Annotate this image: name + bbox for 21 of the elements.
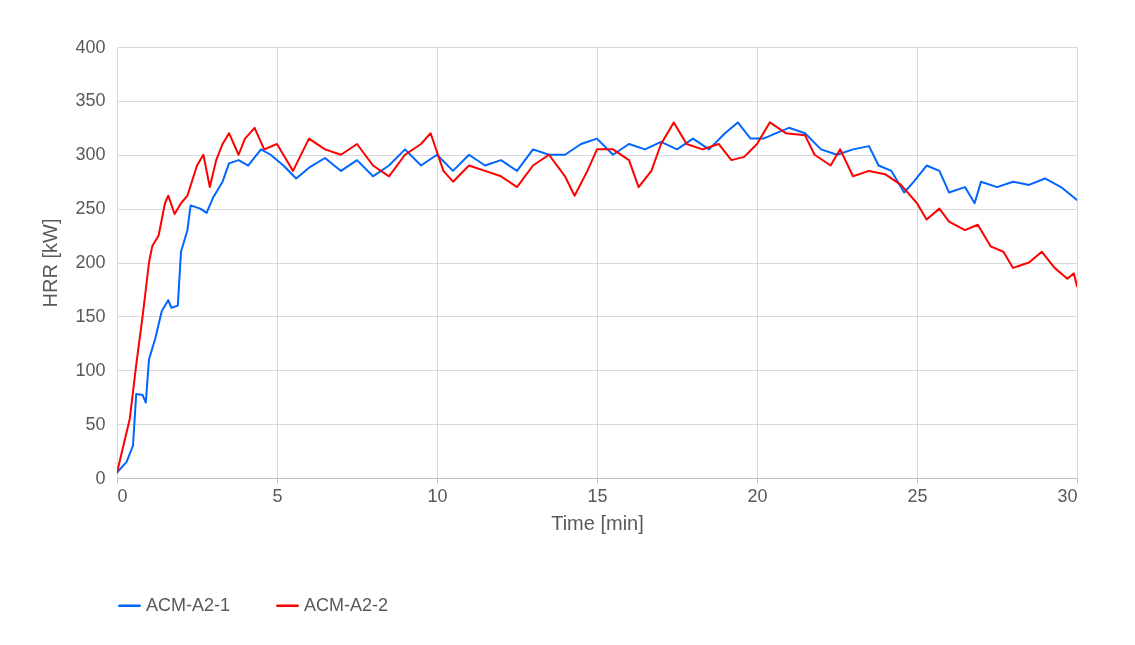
line-series xyxy=(117,121,1077,474)
y-axis-title: HRR [kW] xyxy=(39,218,62,308)
y-tick-label: 200 xyxy=(75,252,106,272)
y-tick-label: 400 xyxy=(75,36,106,57)
x-tick-label: 5 xyxy=(272,485,283,506)
y-tick-label: 350 xyxy=(75,90,106,111)
x-tick-label: 0 xyxy=(117,485,128,506)
y-tick-label: 300 xyxy=(75,144,106,165)
x-tick-label: 25 xyxy=(907,485,928,506)
y-tick-label: 150 xyxy=(75,305,106,326)
x-tick-label: 20 xyxy=(747,485,768,506)
x-tick-label: 30 xyxy=(1057,485,1078,506)
legend-label: ACM-A2-2 xyxy=(304,594,389,615)
legend-label: ACM-A2-1 xyxy=(146,594,231,615)
y-tick-label: 50 xyxy=(85,413,106,434)
x-tick-label: 10 xyxy=(427,485,448,506)
x-axis-title: Time [min] xyxy=(551,511,644,534)
y-tick-label: 250 xyxy=(75,198,106,219)
y-tick-label: 0 xyxy=(95,467,106,488)
x-tick-label: 15 xyxy=(587,485,608,506)
y-tick-label: 100 xyxy=(75,359,106,380)
